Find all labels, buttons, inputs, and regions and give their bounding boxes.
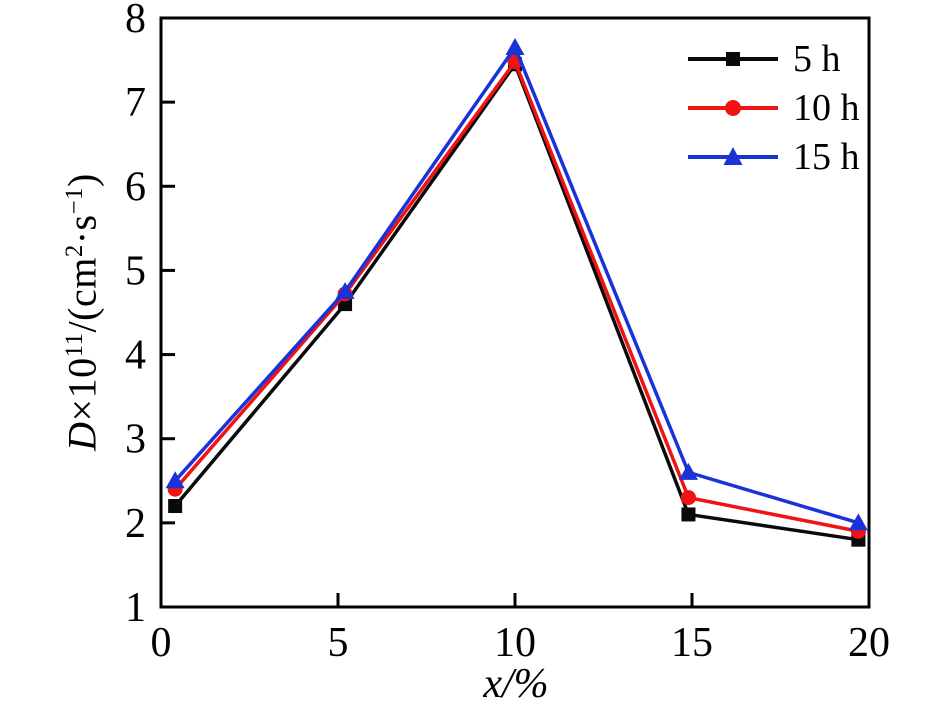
x-axis-variable: x <box>483 661 502 707</box>
y-tick-label: 2 <box>125 501 146 547</box>
x-tick-label: 15 <box>671 620 713 666</box>
legend-label-5h: 5 h <box>793 37 841 80</box>
plot-frame <box>159 16 871 609</box>
legend-square-marker-icon <box>688 51 778 66</box>
y-tick-label: 8 <box>125 0 146 42</box>
x-tick-label: 0 <box>151 620 172 666</box>
y-tick-label: 3 <box>125 417 146 463</box>
y-axis-variable: D <box>59 421 105 451</box>
legend: 5 h 10 h 15 h <box>687 34 860 181</box>
marker-square-5-h <box>681 507 696 522</box>
legend-triangle-marker-icon <box>688 146 778 165</box>
legend-entry-10h: 10 h <box>687 83 860 132</box>
x-tick-label: 20 <box>848 620 890 666</box>
legend-label-10h: 10 h <box>793 86 860 129</box>
y-tick-label: 4 <box>125 333 146 379</box>
legend-label-15h: 15 h <box>793 135 860 178</box>
marker-circle-10-h <box>680 490 696 506</box>
y-tick-label: 6 <box>125 164 146 210</box>
legend-entry-5h: 5 h <box>687 34 860 83</box>
marker-triangle-15-h <box>848 513 868 531</box>
x-axis-label: x/% <box>483 661 549 707</box>
x-tick-label: 5 <box>328 620 349 666</box>
y-tick-label: 5 <box>125 248 146 294</box>
y-tick-label: 1 <box>125 585 146 631</box>
x-tick-label: 10 <box>494 620 536 666</box>
legend-entry-15h: 15 h <box>687 132 860 181</box>
y-axis-label: D×1011/(cm2·s−1) <box>59 173 105 451</box>
legend-circle-marker-icon <box>688 99 778 116</box>
y-tick-label: 7 <box>125 80 146 126</box>
marker-triangle-15-h <box>678 462 698 480</box>
marker-triangle-15-h <box>335 281 355 299</box>
marker-triangle-15-h <box>505 37 525 55</box>
marker-triangle-15-h <box>165 471 185 489</box>
marker-square-5-h <box>168 499 183 514</box>
